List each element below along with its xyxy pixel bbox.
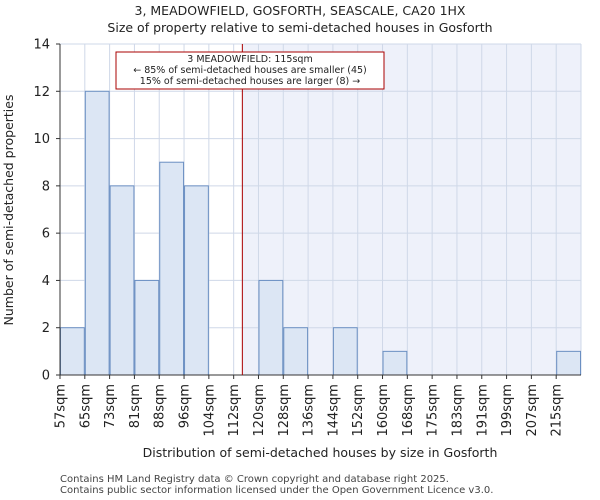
bar bbox=[258, 279, 284, 376]
x-tick-label: 160sqm bbox=[376, 384, 391, 437]
y-tick-label: 12 bbox=[33, 85, 50, 100]
y-tick-label: 2 bbox=[42, 321, 50, 336]
annotation-line-3: 15% of semi-detached houses are larger (… bbox=[140, 76, 360, 87]
footer-licence: Contains public sector information licen… bbox=[60, 485, 494, 496]
bar bbox=[84, 90, 110, 376]
x-tick-label: 57sqm bbox=[54, 384, 69, 428]
highlight-region bbox=[242, 44, 581, 375]
y-tick-label: 10 bbox=[33, 132, 50, 147]
x-tick-label: 120sqm bbox=[252, 384, 267, 437]
annotation-line-1: 3 MEADOWFIELD: 115sqm bbox=[187, 54, 312, 65]
x-tick-label: 183sqm bbox=[450, 384, 465, 437]
x-tick-label: 207sqm bbox=[525, 384, 540, 437]
x-tick-label: 88sqm bbox=[153, 384, 168, 428]
bar bbox=[134, 279, 160, 376]
y-tick-label: 8 bbox=[42, 179, 50, 194]
annotation-box bbox=[115, 51, 385, 90]
x-tick-label: 112sqm bbox=[227, 384, 242, 437]
bar bbox=[184, 185, 209, 376]
x-tick-label: 191sqm bbox=[475, 384, 490, 437]
bar bbox=[109, 185, 135, 376]
x-tick-label: 136sqm bbox=[302, 384, 317, 437]
y-tick-label: 14 bbox=[33, 38, 50, 53]
y-axis-label: Number of semi-detached properties bbox=[1, 95, 16, 326]
x-tick-label: 128sqm bbox=[277, 384, 292, 437]
x-tick-label: 81sqm bbox=[128, 384, 143, 428]
x-tick-label: 168sqm bbox=[401, 384, 416, 437]
x-tick-label: 175sqm bbox=[426, 384, 441, 437]
chart-title: 3, MEADOWFIELD, GOSFORTH, SEASCALE, CA20… bbox=[135, 3, 466, 18]
x-tick-label: 65sqm bbox=[78, 384, 93, 428]
x-tick-label: 152sqm bbox=[351, 384, 366, 437]
chart-subtitle: Size of property relative to semi-detach… bbox=[107, 20, 492, 35]
x-axis-label: Distribution of semi-detached houses by … bbox=[143, 445, 498, 460]
bar bbox=[332, 327, 358, 376]
bar bbox=[159, 161, 185, 376]
x-tick-label: 144sqm bbox=[326, 384, 341, 437]
x-tick-label: 199sqm bbox=[500, 384, 515, 437]
bar bbox=[556, 350, 582, 376]
y-tick-label: 4 bbox=[42, 274, 50, 289]
x-tick-label: 96sqm bbox=[178, 384, 193, 428]
x-tick-label: 215sqm bbox=[550, 384, 565, 437]
y-ticks: 0 2 4 6 8 10 12 14 bbox=[33, 38, 60, 384]
bar bbox=[382, 350, 408, 376]
footer-copyright: Contains HM Land Registry data © Crown c… bbox=[60, 474, 449, 485]
x-tick-label: 73sqm bbox=[103, 384, 118, 428]
bar bbox=[60, 327, 85, 376]
x-tick-label: 104sqm bbox=[202, 384, 217, 437]
x-ticks: 57sqm 65sqm 73sqm 81sqm 88sqm 96sqm 104sqm 112s… bbox=[54, 375, 565, 437]
annotation-line-2: ← 85% of semi-detached houses are smalle… bbox=[133, 65, 367, 76]
bar bbox=[283, 327, 309, 376]
y-tick-label: 6 bbox=[42, 227, 50, 242]
y-tick-label: 0 bbox=[42, 369, 50, 384]
